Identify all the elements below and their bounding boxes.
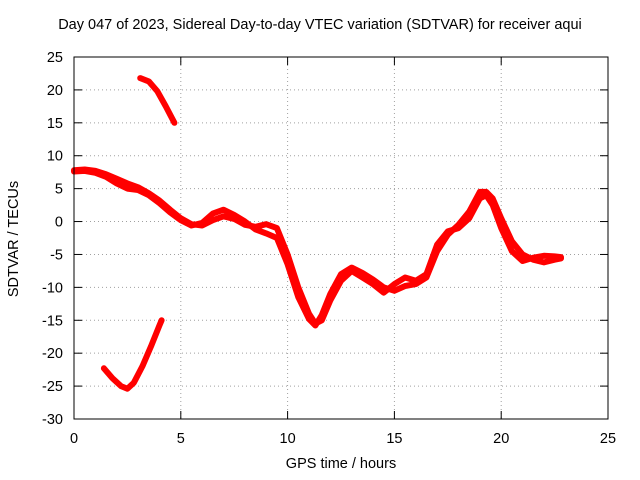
series-line-main-trace-b xyxy=(71,167,564,329)
y-tick-label: 15 xyxy=(47,116,63,132)
y-tick-label: -20 xyxy=(42,346,63,362)
x-tick-label: 25 xyxy=(600,431,616,447)
x-tick-labels: 0 5 10 15 20 25 xyxy=(70,431,616,447)
y-tick-label: -5 xyxy=(50,247,63,263)
y-tick-labels: -30 -25 -20 -15 -10 -5 0 5 10 15 20 25 xyxy=(42,50,63,428)
y-tick-label: -10 xyxy=(42,280,63,296)
grid-lines xyxy=(74,57,608,419)
plot-frame xyxy=(73,56,609,420)
data-series xyxy=(71,75,564,392)
x-tick-label: 20 xyxy=(493,431,509,447)
x-tick-label: 5 xyxy=(177,431,185,447)
axis-ticks xyxy=(73,56,609,420)
y-tick-label: 10 xyxy=(47,149,63,165)
y-tick-label: 5 xyxy=(55,182,63,198)
y-tick-label: 0 xyxy=(55,215,63,231)
y-tick-label: -30 xyxy=(42,412,63,428)
series-line-upper-segment xyxy=(137,75,178,126)
y-tick-label: 20 xyxy=(47,83,63,99)
x-axis-label: GPS time / hours xyxy=(285,456,397,472)
x-tick-label: 0 xyxy=(70,431,78,447)
chart-title: Day 047 of 2023, Sidereal Day-to-day VTE… xyxy=(58,17,582,33)
y-tick-label: 25 xyxy=(47,50,63,66)
x-tick-label: 15 xyxy=(386,431,402,447)
y-axis-label: SDTVAR / TECUs xyxy=(6,180,22,298)
x-tick-label: 10 xyxy=(280,431,296,447)
y-tick-label: -25 xyxy=(42,379,63,395)
series-line-lower-segment xyxy=(100,317,165,392)
y-tick-label: -15 xyxy=(42,313,63,329)
